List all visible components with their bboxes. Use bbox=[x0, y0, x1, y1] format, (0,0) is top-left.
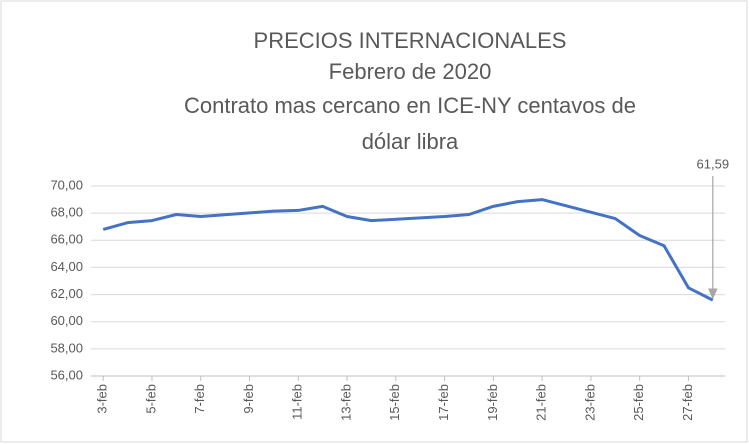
x-tick-label: 5-feb bbox=[143, 384, 158, 414]
y-tick-label: 66,00 bbox=[50, 232, 83, 247]
chart-title: PRECIOS INTERNACIONALES bbox=[254, 28, 567, 53]
x-tick-label: 3-feb bbox=[95, 384, 110, 414]
y-tick-label: 60,00 bbox=[50, 313, 83, 328]
x-tick-label: 13-feb bbox=[338, 384, 353, 421]
x-tick-label: 9-feb bbox=[241, 384, 256, 414]
y-tick-label: 64,00 bbox=[50, 259, 83, 274]
x-tick-label: 23-feb bbox=[582, 384, 597, 421]
x-tick-label: 21-feb bbox=[534, 384, 549, 421]
y-tick-label: 56,00 bbox=[50, 367, 83, 382]
y-tick-label: 70,00 bbox=[50, 177, 83, 192]
x-tick-label: 19-feb bbox=[485, 384, 500, 421]
x-tick-label: 17-feb bbox=[436, 384, 451, 421]
x-tick-label: 27-feb bbox=[680, 384, 695, 421]
data-label: 61,59 bbox=[697, 156, 730, 171]
y-tick-label: 68,00 bbox=[50, 205, 83, 220]
x-tick-label: 7-feb bbox=[192, 384, 207, 414]
x-tick-label: 25-feb bbox=[631, 384, 646, 421]
chart-title: Febrero de 2020 bbox=[329, 59, 492, 84]
y-tick-label: 58,00 bbox=[50, 340, 83, 355]
chart-title: dólar libra bbox=[362, 129, 459, 154]
x-tick-label: 11-feb bbox=[290, 384, 305, 420]
chart-title: Contrato mas cercano en ICE-NY centavos … bbox=[184, 93, 636, 118]
line bbox=[102, 198, 714, 302]
x-tick-label: 15-feb bbox=[387, 384, 402, 421]
y-tick-label: 62,00 bbox=[50, 286, 83, 301]
